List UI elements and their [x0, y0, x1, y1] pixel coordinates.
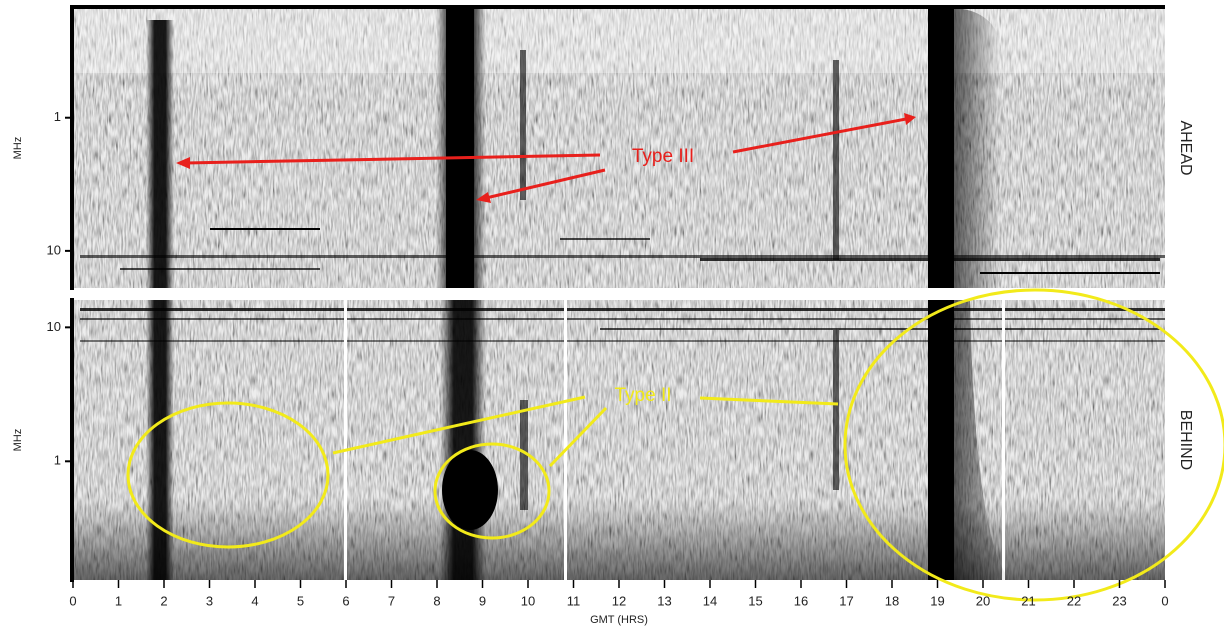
spectrogram-shade — [73, 8, 1165, 73]
x-tick-label: 1 — [115, 593, 122, 608]
burst — [928, 300, 954, 580]
burst — [833, 330, 839, 490]
y-axis — [70, 5, 74, 290]
y-axis — [70, 298, 74, 582]
annotation: Type III — [632, 146, 694, 167]
x-tick-label: 11 — [567, 593, 581, 608]
burst — [928, 8, 954, 288]
burst — [442, 450, 498, 530]
x-tick-label: 3 — [206, 593, 213, 608]
y-tick-label: 10 — [47, 242, 61, 257]
x-tick-label: 18 — [885, 593, 899, 608]
x-tick-label: 21 — [1021, 593, 1035, 608]
panel-label: AHEAD — [1177, 120, 1194, 175]
x-tick-label: 2 — [160, 593, 167, 608]
burst — [520, 50, 526, 200]
x-tick-label: 5 — [297, 593, 304, 608]
x-tick-label: 20 — [976, 593, 990, 608]
x-tick-label: 12 — [612, 593, 626, 608]
burst-tail — [954, 8, 1000, 288]
burst — [446, 8, 474, 288]
x-tick-label: 6 — [342, 593, 349, 608]
y-axis-label: MHz — [12, 137, 24, 160]
x-tick-label: 19 — [930, 593, 944, 608]
x-tick-label: 15 — [748, 593, 762, 608]
burst — [146, 300, 174, 580]
gap — [564, 300, 567, 580]
x-tick-label: 13 — [657, 593, 671, 608]
x-tick-label: 14 — [703, 593, 717, 608]
panel-ahead — [73, 5, 1165, 288]
gap — [344, 300, 347, 580]
x-axis-label: GMT (HRS) — [590, 614, 648, 626]
x-tick-label: 0 — [69, 593, 76, 608]
x-tick-label: 17 — [839, 593, 853, 608]
y-axis-label: MHz — [12, 429, 24, 452]
y-tick-label: 1 — [54, 109, 61, 124]
x-tick-label: 0 — [1161, 593, 1168, 608]
x-tick-label: 4 — [251, 593, 258, 608]
gap — [1002, 300, 1005, 580]
panel-behind — [73, 300, 1165, 580]
panel-label: BEHIND — [1177, 410, 1194, 470]
panel-border — [73, 5, 1165, 9]
annotation: Type II — [614, 385, 671, 406]
x-tick-label: 10 — [521, 593, 535, 608]
x-tick-label: 8 — [433, 593, 440, 608]
figure: Type III Type II AHEAD BEHIND MHz MHz GM… — [0, 0, 1224, 632]
x-tick-label: 22 — [1067, 593, 1081, 608]
x-tick-label: 9 — [479, 593, 486, 608]
x-tick-label: 7 — [388, 593, 395, 608]
burst — [833, 60, 839, 260]
burst — [146, 20, 174, 288]
x-tick-label: 16 — [794, 593, 808, 608]
y-tick-label: 1 — [54, 453, 61, 468]
x-tick-label: 23 — [1112, 593, 1126, 608]
y-tick-label: 10 — [47, 319, 61, 334]
